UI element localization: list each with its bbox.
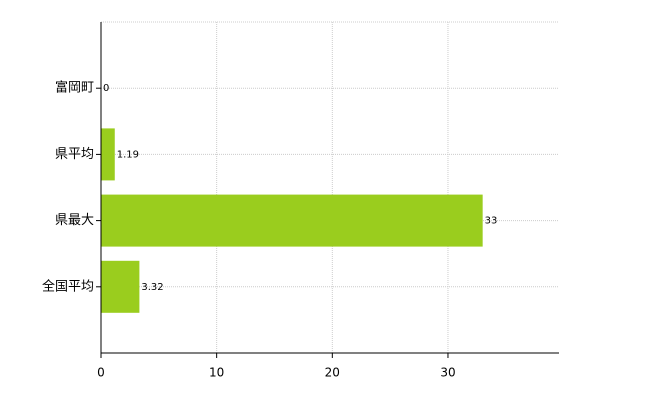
value-label: 0 (103, 83, 109, 94)
x-tick-label: 10 (209, 366, 224, 380)
value-label: 33 (485, 216, 498, 227)
bar (101, 128, 115, 181)
value-label: 1.19 (117, 149, 139, 160)
y-tick-label: 県平均 (55, 147, 94, 162)
x-tick-label: 20 (325, 366, 340, 380)
bar (101, 260, 140, 313)
y-tick-label: 富岡町 (55, 80, 94, 96)
value-label: 3.32 (141, 282, 163, 293)
x-tick-label: 0 (97, 366, 105, 380)
bar (101, 194, 483, 247)
x-tick-label: 30 (440, 366, 455, 380)
y-tick-label: 全国平均 (42, 278, 94, 294)
y-tick-label: 県最大 (55, 213, 94, 228)
